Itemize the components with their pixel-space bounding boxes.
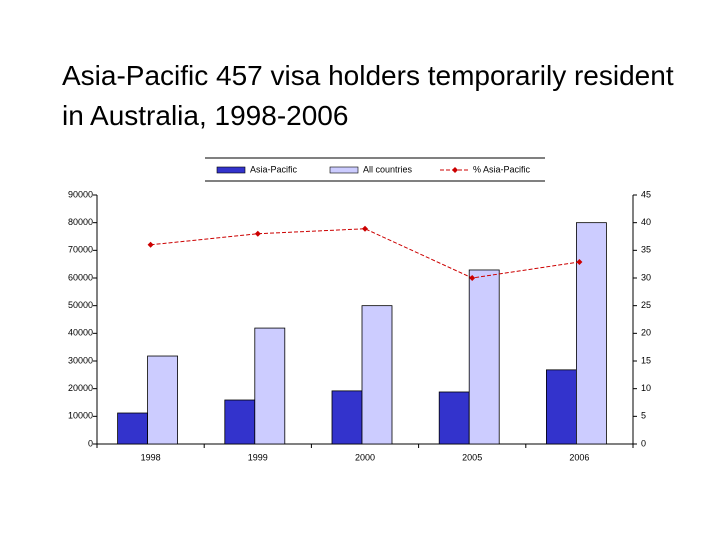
y2-tick-label: 15 [641,355,651,365]
legend-label: All countries [363,164,413,174]
y-tick-label: 70000 [68,245,93,255]
y2-tick-label: 45 [641,189,651,199]
line-marker [362,225,368,232]
bar [361,305,393,445]
bar [438,391,470,445]
y-tick-label: 20000 [68,383,93,393]
y2-tick-label: 25 [641,300,651,310]
x-tick-label: 2005 [462,452,482,462]
y-tick-label: 90000 [68,189,93,199]
y2-tick-label: 35 [641,245,651,255]
bar [468,269,500,445]
y2-tick-label: 40 [641,217,651,227]
y-tick-label: 40000 [68,328,93,338]
y2-tick-label: 10 [641,383,651,393]
y-tick-label: 10000 [68,411,93,421]
y2-tick-label: 5 [641,411,646,421]
legend-swatch [329,166,359,174]
y-tick-label: 50000 [68,300,93,310]
bar [331,390,363,445]
x-tick-label: 1999 [248,452,268,462]
bar [254,327,286,445]
x-tick-label: 2006 [569,452,589,462]
x-tick-label: 1998 [141,452,161,462]
y-tick-label: 80000 [68,217,93,227]
line-marker [147,241,154,248]
line-series [150,228,580,279]
legend-label: Asia-Pacific [250,164,298,174]
line-marker [576,258,583,265]
x-tick-label: 2000 [355,452,375,462]
bar [147,355,179,445]
bar [117,412,148,445]
bar [576,222,607,445]
y-tick-label: 60000 [68,272,93,282]
legend-swatch [216,166,246,174]
y2-tick-label: 30 [641,272,651,282]
chart-title: Asia-Pacific 457 visa holders temporaril… [62,60,674,131]
legend-marker [452,167,458,173]
y2-tick-label: 0 [641,438,646,448]
bar [224,399,256,445]
legend-label: % Asia-Pacific [473,164,531,174]
y-tick-label: 0 [88,438,93,448]
line-marker [469,275,476,281]
bar [546,369,577,445]
y2-tick-label: 20 [641,328,651,338]
line-marker [254,230,261,237]
y-tick-label: 30000 [68,355,93,365]
